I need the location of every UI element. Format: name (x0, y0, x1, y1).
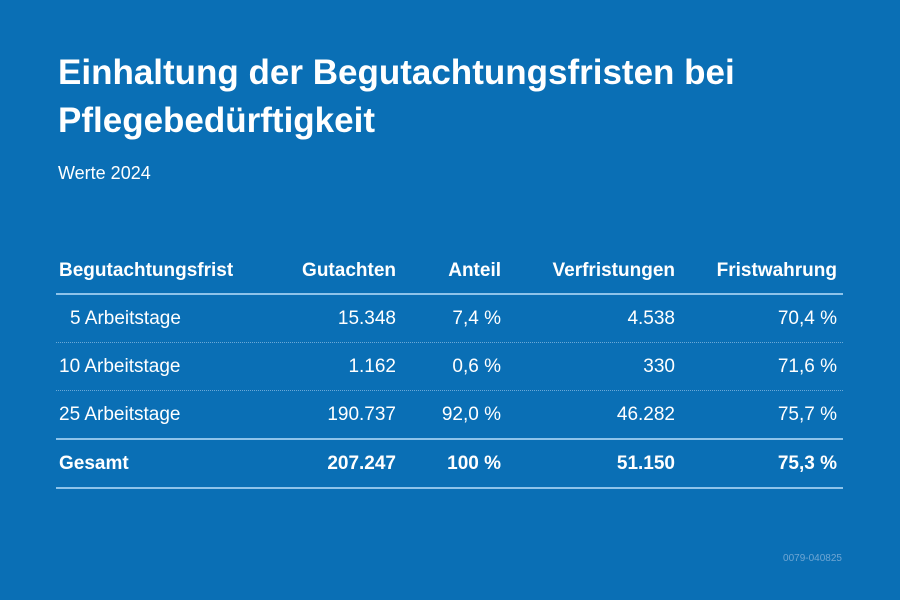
table-row: 10 Arbeitstage 1.162 0,6 % 330 71,6 % (56, 343, 843, 391)
cell-fristwahrung: 75,7 % (777, 404, 837, 425)
header-gutachten: Gutachten (302, 260, 396, 281)
total-anteil: 100 % (447, 453, 501, 474)
total-verfristungen: 51.150 (616, 453, 675, 474)
cell-anteil: 0,6 % (452, 356, 501, 377)
table-row: 25 Arbeitstage 190.737 92,0 % 46.282 75,… (56, 391, 843, 440)
cell-frist: 10 Arbeitstage (59, 356, 181, 377)
header-fristwahrung: Fristwahrung (716, 260, 837, 281)
document-code: 0079-040825 (783, 553, 842, 564)
cell-frist: 25 Arbeitstage (59, 404, 181, 425)
chart-title: Einhaltung der Begutachtungsfristen bei … (58, 53, 735, 140)
cell-anteil: 7,4 % (452, 308, 501, 329)
cell-gutachten: 190.737 (327, 404, 396, 425)
cell-verfristungen: 4.538 (627, 308, 675, 329)
chart-subtitle: Werte 2024 (58, 163, 151, 183)
table-total-row: Gesamt 207.247 100 % 51.150 75,3 % (56, 440, 843, 489)
total-label: Gesamt (59, 453, 129, 474)
header-anteil: Anteil (448, 260, 501, 281)
cell-fristwahrung: 71,6 % (777, 356, 837, 377)
cell-frist: 5 Arbeitstage (70, 308, 181, 329)
cell-gutachten: 1.162 (348, 356, 396, 377)
cell-verfristungen: 330 (643, 356, 675, 377)
total-fristwahrung: 75,3 % (777, 453, 837, 474)
cell-verfristungen: 46.282 (616, 404, 675, 425)
data-table: Begutachtungsfrist Gutachten Anteil Verf… (56, 248, 843, 489)
header-begutachtungsfrist: Begutachtungsfrist (59, 260, 234, 281)
cell-fristwahrung: 70,4 % (777, 308, 837, 329)
header-verfristungen: Verfristungen (552, 260, 675, 281)
total-gutachten: 207.247 (327, 453, 396, 474)
cell-anteil: 92,0 % (441, 404, 501, 425)
table-row: 5 Arbeitstage 15.348 7,4 % 4.538 70,4 % (56, 295, 843, 343)
cell-gutachten: 15.348 (337, 308, 396, 329)
table-header-row: Begutachtungsfrist Gutachten Anteil Verf… (56, 248, 843, 295)
